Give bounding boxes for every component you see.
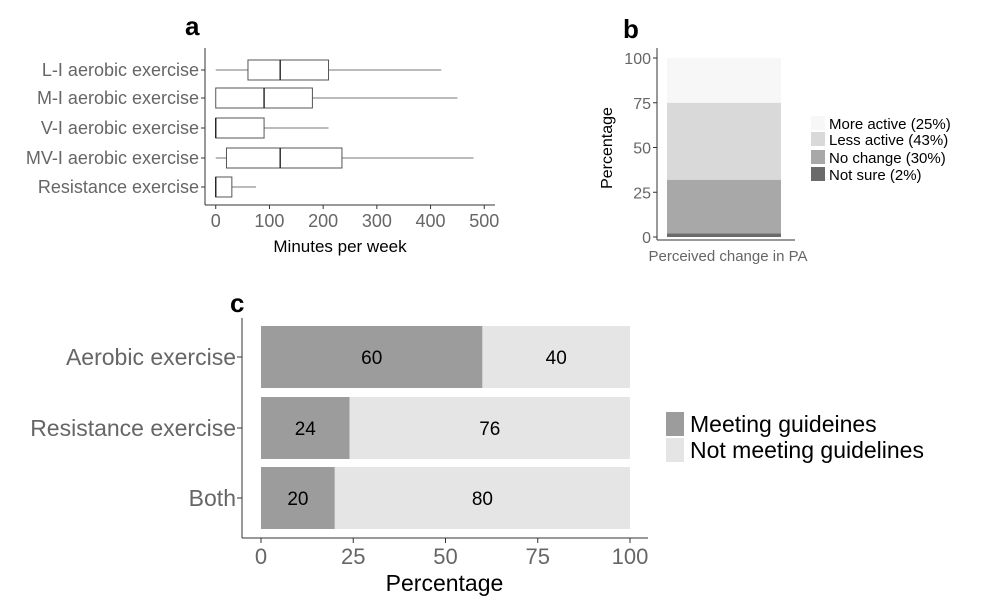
- y-tick-label: Both: [189, 485, 236, 511]
- legend-label: More active (25%): [829, 116, 951, 133]
- panel-c-horizontal-stacked-bar: 0 25 50 75 100 Percentage Aerobic exercise 60 40…: [30, 318, 924, 596]
- panel-label-c: c: [230, 288, 244, 318]
- x-tick-label: 0: [211, 211, 221, 231]
- legend-swatch: [666, 438, 684, 462]
- legend-swatch: [811, 150, 825, 164]
- panel-label-a: a: [185, 11, 200, 41]
- x-tick-label: 25: [341, 544, 365, 569]
- box: [247, 59, 330, 81]
- y-tick-label: Resistance exercise: [30, 415, 236, 441]
- y-tick-label: Aerobic exercise: [66, 344, 236, 370]
- bar-segment: [261, 397, 350, 459]
- stacked-segment: [667, 179, 781, 234]
- x-tick-label: 100: [254, 211, 284, 231]
- data-label: 80: [472, 489, 493, 510]
- y-tick-label: Resistance exercise: [38, 177, 199, 197]
- legend-swatch: [811, 167, 825, 181]
- x-tick-label: 200: [308, 211, 338, 231]
- bar-segment: [261, 467, 335, 529]
- x-tick-label: 400: [416, 211, 446, 231]
- legend-swatch: [811, 116, 825, 130]
- x-tick-label: 100: [612, 544, 649, 569]
- legend-label: Meeting guideines: [690, 411, 877, 437]
- y-tick-label: MV-I aerobic exercise: [26, 148, 199, 168]
- x-tick-label: 300: [362, 211, 392, 231]
- legend-label: Not sure (2%): [829, 167, 922, 184]
- legend-swatch: [666, 412, 684, 436]
- stacked-segment: [667, 58, 781, 103]
- y-tick-label: V-I aerobic exercise: [41, 118, 199, 138]
- x-tick-label: 0: [255, 544, 267, 569]
- data-label: 24: [295, 419, 317, 440]
- x-axis-title: Percentage: [386, 570, 504, 596]
- y-tick-label: 50: [633, 141, 651, 158]
- y-tick-label: 25: [633, 185, 651, 202]
- data-label: 40: [546, 348, 567, 369]
- y-axis-title: Percentage: [599, 107, 616, 189]
- y-tick-label: 100: [624, 51, 651, 68]
- y-tick-label: M-I aerobic exercise: [37, 88, 199, 108]
- x-axis-title: Perceived change in PA: [649, 248, 808, 265]
- y-tick-label: 75: [633, 96, 651, 113]
- bar-segment: [261, 326, 483, 388]
- panel-label-b: b: [623, 14, 639, 44]
- box: [225, 147, 343, 169]
- y-tick-label: L-I aerobic exercise: [42, 60, 199, 80]
- stacked-segment: [667, 102, 781, 180]
- box: [215, 117, 265, 139]
- data-label: 20: [287, 489, 308, 510]
- data-label: 60: [361, 348, 382, 369]
- panel-a-boxplot: 0 100 200 300 400 500 L-I aerobic exercise M-I …: [26, 48, 499, 256]
- y-tick-label: 0: [642, 230, 651, 247]
- box: [215, 176, 233, 198]
- legend-label: No change (30%): [829, 150, 946, 167]
- bar-segment: [334, 467, 630, 529]
- bar-segment: [482, 326, 630, 388]
- legend-swatch: [811, 132, 825, 146]
- legend-label: Not meeting guidelines: [690, 437, 924, 463]
- panel-b-stacked-bar: 0 25 50 75 100 Perceived change in PA Percenta…: [599, 48, 951, 265]
- data-label: 76: [479, 419, 500, 440]
- x-tick-label: 75: [526, 544, 550, 569]
- x-axis-title: Minutes per week: [273, 237, 407, 256]
- x-tick-label: 50: [433, 544, 457, 569]
- x-tick-label: 500: [469, 211, 499, 231]
- stacked-segment: [667, 233, 781, 237]
- legend-label: Less active (43%): [829, 132, 948, 149]
- bar-segment: [349, 397, 630, 459]
